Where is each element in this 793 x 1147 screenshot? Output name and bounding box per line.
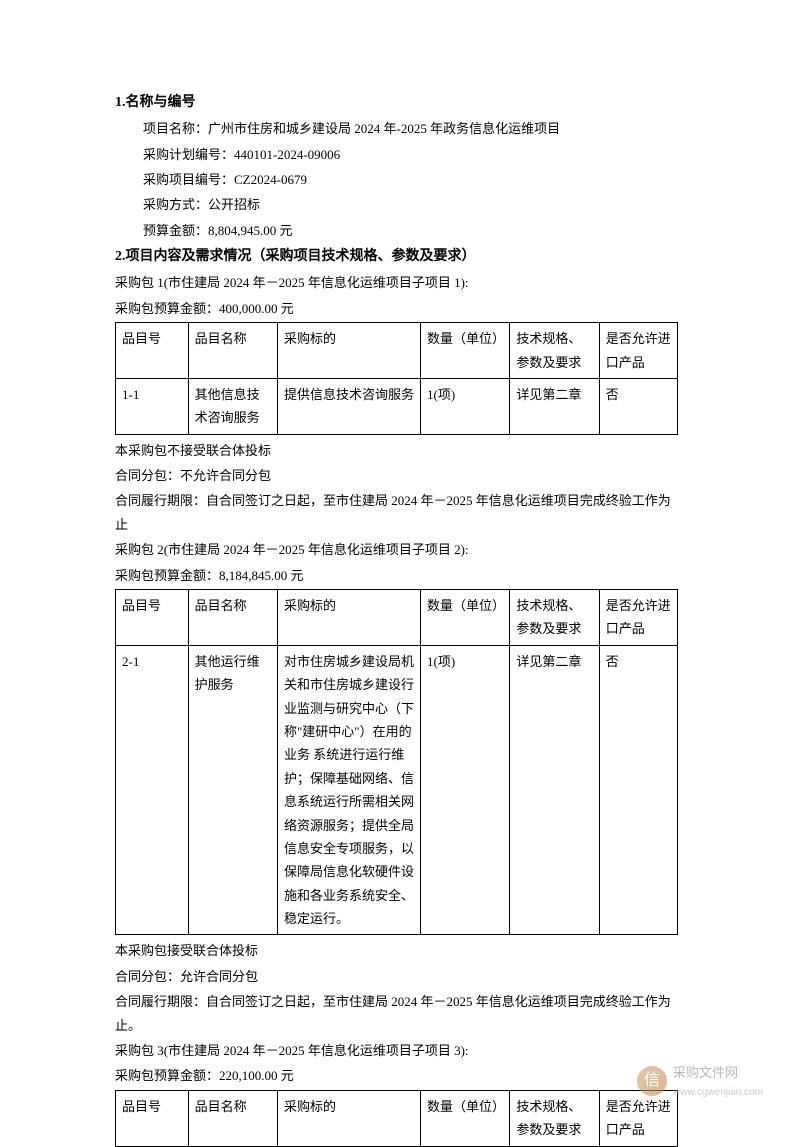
budget-value: 400,000.00 元	[219, 301, 294, 316]
watermark: 信 采购文件网 www.cgwenjian.com	[637, 1061, 763, 1102]
table-cell: 1-1	[116, 378, 189, 434]
field-value: CZ2024-0679	[234, 172, 307, 187]
field-project-number: 采购项目编号：CZ2024-0679	[115, 168, 678, 191]
table-header: 数量（单位）	[420, 323, 509, 379]
section2-heading: 2.项目内容及需求情况（采购项目技术规格、参数及要求）	[115, 244, 678, 269]
package2-note2: 合同分包：允许合同分包	[115, 965, 678, 988]
table-cell: 其他运行维护服务	[188, 645, 277, 935]
field-value: 广州市住房和城乡建设局 2024 年-2025 年政务信息化运维项目	[208, 121, 560, 136]
package1-note3: 合同履行期限：自合同签订之日起，至市住建局 2024 年－2025 年信息化运维…	[115, 489, 678, 536]
budget-label: 采购包预算金额：	[115, 1068, 219, 1083]
field-budget: 预算金额：8,804,945.00 元	[115, 219, 678, 242]
table-cell: 其他信息技术咨询服务	[188, 378, 277, 434]
package2-note1: 本采购包接受联合体投标	[115, 939, 678, 962]
table-header: 品目名称	[188, 323, 277, 379]
budget-label: 采购包预算金额：	[115, 301, 219, 316]
table-cell: 1(项)	[420, 645, 509, 935]
table-header-row: 品目号 品目名称 采购标的 数量（单位） 技术规格、参数及要求 是否允许进口产品	[116, 323, 678, 379]
package1-note2: 合同分包：不允许合同分包	[115, 464, 678, 487]
table-header: 品目号	[116, 590, 189, 646]
table-header: 采购标的	[277, 323, 420, 379]
table-header: 采购标的	[277, 590, 420, 646]
table-cell: 1(项)	[420, 378, 509, 434]
field-label: 采购项目编号：	[143, 172, 234, 187]
field-plan-number: 采购计划编号：440101-2024-09006	[115, 143, 678, 166]
table-cell: 详见第二章	[510, 378, 599, 434]
table-header: 技术规格、参数及要求	[510, 323, 599, 379]
field-label: 项目名称：	[143, 121, 208, 136]
table-cell: 对市住房城乡建设局机关和市住房城乡建设行业监测与研究中心（下称"建研中心"）在用…	[277, 645, 420, 935]
package3-title: 采购包 3(市住建局 2024 年－2025 年信息化运维项目子项目 3):	[115, 1039, 678, 1062]
field-label: 采购计划编号：	[143, 147, 234, 162]
table-header-row: 品目号 品目名称 采购标的 数量（单位） 技术规格、参数及要求 是否允许进口产品	[116, 1090, 678, 1146]
package2-budget: 采购包预算金额：8,184,845.00 元	[115, 564, 678, 587]
table-header: 数量（单位）	[420, 590, 509, 646]
table-header: 采购标的	[277, 1090, 420, 1146]
field-value: 440101-2024-09006	[234, 147, 340, 162]
field-method: 采购方式：公开招标	[115, 193, 678, 216]
package3-budget: 采购包预算金额：220,100.00 元	[115, 1064, 678, 1087]
package1-budget: 采购包预算金额：400,000.00 元	[115, 297, 678, 320]
budget-value: 8,184,845.00 元	[219, 568, 304, 583]
table-cell: 否	[599, 378, 677, 434]
budget-label: 采购包预算金额：	[115, 568, 219, 583]
watermark-title: 采购文件网	[673, 1061, 763, 1084]
table-header: 品目号	[116, 1090, 189, 1146]
table-header: 品目名称	[188, 590, 277, 646]
table-row: 1-1 其他信息技术咨询服务 提供信息技术咨询服务 1(项) 详见第二章 否	[116, 378, 678, 434]
budget-value: 220,100.00 元	[219, 1068, 294, 1083]
table-header: 技术规格、参数及要求	[510, 590, 599, 646]
package1-title: 采购包 1(市住建局 2024 年－2025 年信息化运维项目子项目 1):	[115, 271, 678, 294]
field-value: 公开招标	[208, 197, 260, 212]
table-header: 技术规格、参数及要求	[510, 1090, 599, 1146]
table-row: 2-1 其他运行维护服务 对市住房城乡建设局机关和市住房城乡建设行业监测与研究中…	[116, 645, 678, 935]
field-label: 采购方式：	[143, 197, 208, 212]
watermark-seal-icon: 信	[637, 1066, 667, 1096]
table-cell: 否	[599, 645, 677, 935]
table-header-row: 品目号 品目名称 采购标的 数量（单位） 技术规格、参数及要求 是否允许进口产品	[116, 590, 678, 646]
package3-table: 品目号 品目名称 采购标的 数量（单位） 技术规格、参数及要求 是否允许进口产品	[115, 1090, 678, 1147]
package2-note3: 合同履行期限：自合同签订之日起，至市住建局 2024 年－2025 年信息化运维…	[115, 990, 678, 1037]
package1-note1: 本采购包不接受联合体投标	[115, 439, 678, 462]
table-cell: 详见第二章	[510, 645, 599, 935]
field-value: 8,804,945.00 元	[208, 223, 293, 238]
section1-heading: 1.名称与编号	[115, 90, 678, 115]
field-label: 预算金额：	[143, 223, 208, 238]
watermark-text: 采购文件网 www.cgwenjian.com	[673, 1061, 763, 1102]
table-header: 数量（单位）	[420, 1090, 509, 1146]
package2-title: 采购包 2(市住建局 2024 年－2025 年信息化运维项目子项目 2):	[115, 538, 678, 561]
package2-table: 品目号 品目名称 采购标的 数量（单位） 技术规格、参数及要求 是否允许进口产品…	[115, 589, 678, 935]
table-cell: 2-1	[116, 645, 189, 935]
package1-table: 品目号 品目名称 采购标的 数量（单位） 技术规格、参数及要求 是否允许进口产品…	[115, 322, 678, 435]
table-header: 品目名称	[188, 1090, 277, 1146]
table-header: 品目号	[116, 323, 189, 379]
table-header: 是否允许进口产品	[599, 323, 677, 379]
field-project-name: 项目名称：广州市住房和城乡建设局 2024 年-2025 年政务信息化运维项目	[115, 117, 678, 140]
table-cell: 提供信息技术咨询服务	[277, 378, 420, 434]
watermark-url: www.cgwenjian.com	[673, 1084, 763, 1102]
table-header: 是否允许进口产品	[599, 590, 677, 646]
